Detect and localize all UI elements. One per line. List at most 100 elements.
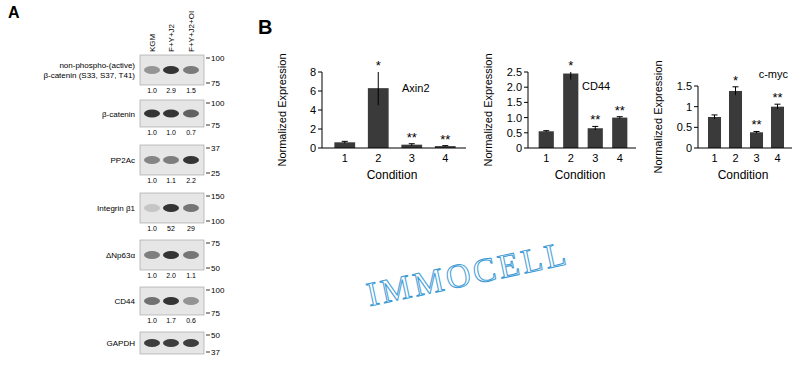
band xyxy=(163,297,179,305)
significance: ** xyxy=(772,90,782,105)
y-tick xyxy=(694,106,698,107)
significance: ** xyxy=(751,117,761,132)
error-line xyxy=(714,115,715,119)
y-tick-label: 0 xyxy=(516,142,522,154)
y-tick xyxy=(318,72,322,73)
watermark: IMMOCELL xyxy=(363,234,572,313)
quantification: 1.0 xyxy=(147,317,157,324)
y-tick xyxy=(694,148,698,149)
lane-label: KGM xyxy=(148,33,157,52)
bar xyxy=(563,74,578,148)
y-tick xyxy=(318,129,322,130)
blot-frame xyxy=(140,55,204,85)
band xyxy=(144,297,160,305)
marker-label: 75 xyxy=(211,239,220,248)
row-label: CD44 xyxy=(115,297,136,306)
x-axis xyxy=(698,148,792,149)
marker-label: 100 xyxy=(211,286,225,295)
row-label: β-catenin xyxy=(102,110,135,119)
x-tick-label: 2 xyxy=(732,152,738,164)
marker-label: 150 xyxy=(211,192,225,201)
y-axis xyxy=(322,72,323,148)
bar xyxy=(334,142,355,148)
x-axis-title: Condition xyxy=(718,168,769,182)
x-tick-label: 4 xyxy=(617,152,623,164)
quantification: 1.1 xyxy=(166,177,176,184)
x-tick-label: 3 xyxy=(409,152,415,164)
bar xyxy=(708,117,721,148)
y-tick-label: 8 xyxy=(310,66,316,78)
band xyxy=(144,156,160,164)
band xyxy=(144,66,160,74)
quantification: 29 xyxy=(187,225,195,232)
y-tick-label: 4 xyxy=(310,104,316,116)
x-tick-label: 4 xyxy=(774,152,780,164)
quantification: 1.5 xyxy=(186,87,196,94)
error-bar xyxy=(568,72,574,80)
marker-label: 75 xyxy=(211,79,220,88)
x-tick-label: 3 xyxy=(753,152,759,164)
blot-frame xyxy=(140,145,204,175)
quantification: 1.0 xyxy=(147,177,157,184)
y-axis xyxy=(528,72,529,148)
band xyxy=(144,339,160,347)
error-bar xyxy=(543,131,549,132)
significance: * xyxy=(733,73,738,88)
marker-tick xyxy=(206,313,210,314)
marker-tick xyxy=(206,83,210,84)
marker-tick xyxy=(206,221,210,222)
x-tick-label: 4 xyxy=(442,152,448,164)
y-tick xyxy=(524,132,528,133)
row-label: non-phospho-(active) xyxy=(59,61,135,70)
row-label: Integrin β1 xyxy=(97,204,136,213)
bar xyxy=(750,132,763,148)
band xyxy=(183,156,199,164)
quantification: 1.7 xyxy=(166,317,176,324)
chart: 00.51.01.52.02.5*****1234CD44ConditionNo… xyxy=(482,53,636,182)
y-tick xyxy=(318,91,322,92)
marker-label: 75 xyxy=(211,121,220,130)
marker-tick xyxy=(206,335,210,336)
band xyxy=(163,339,179,347)
blot-frame xyxy=(140,332,204,354)
error-bar xyxy=(712,115,718,119)
significance: * xyxy=(568,58,573,73)
band xyxy=(144,251,160,259)
marker-label: 50 xyxy=(211,264,220,273)
chart-title: CD44 xyxy=(582,80,610,92)
y-axis-title: Normalized Expression xyxy=(276,53,288,166)
y-tick xyxy=(524,72,528,73)
band xyxy=(163,110,179,118)
error-bar xyxy=(733,87,739,95)
marker-tick xyxy=(206,103,210,104)
marker-tick xyxy=(206,196,210,197)
marker-tick xyxy=(206,290,210,291)
y-tick-label: 0 xyxy=(686,142,692,154)
chart-title: Axin2 xyxy=(402,82,430,94)
x-tick-label: 2 xyxy=(375,152,381,164)
significance: ** xyxy=(407,130,417,145)
error-cap xyxy=(342,141,348,142)
y-tick-label: 0 xyxy=(310,142,316,154)
panel-letter: A xyxy=(8,4,20,21)
bar xyxy=(771,107,784,148)
x-axis xyxy=(322,148,466,149)
x-tick-label: 1 xyxy=(342,152,348,164)
quantification: 1.1 xyxy=(186,272,196,279)
error-cap xyxy=(712,114,718,115)
marker-tick xyxy=(206,352,210,353)
quantification: 2.0 xyxy=(166,272,176,279)
blot-frame xyxy=(140,240,204,270)
y-tick-label: 1 xyxy=(686,101,692,113)
significance: * xyxy=(376,58,381,73)
y-tick-label: 0.5 xyxy=(677,121,692,133)
chart: 00.511.5*****1234c-mycConditionNormalize… xyxy=(652,60,792,182)
y-tick xyxy=(318,110,322,111)
marker-label: 100 xyxy=(211,217,225,226)
band xyxy=(183,204,199,212)
error-line xyxy=(735,87,736,95)
blot-frame xyxy=(140,287,204,315)
quantification: 2.9 xyxy=(166,87,176,94)
quantification: 1.0 xyxy=(166,129,176,136)
band xyxy=(183,251,199,259)
